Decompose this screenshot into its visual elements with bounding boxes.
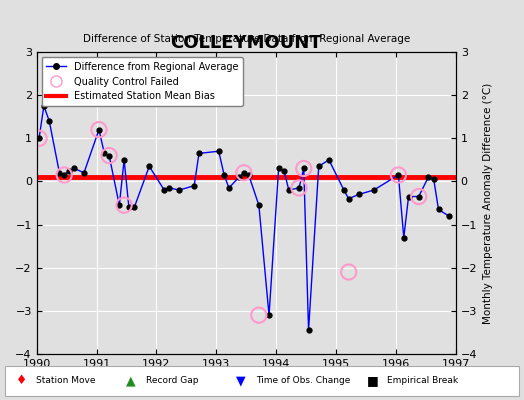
Point <box>95 126 103 133</box>
Text: Record Gap: Record Gap <box>146 376 198 385</box>
Text: Station Move: Station Move <box>36 376 95 385</box>
Text: Difference of Station Temperature Data from Regional Average: Difference of Station Temperature Data f… <box>83 34 410 44</box>
Text: Empirical Break: Empirical Break <box>387 376 458 385</box>
Point <box>344 269 353 275</box>
Y-axis label: Monthly Temperature Anomaly Difference (°C): Monthly Temperature Anomaly Difference (… <box>483 82 493 324</box>
Point <box>35 135 43 142</box>
Text: ♦: ♦ <box>16 374 27 387</box>
Point <box>120 202 128 208</box>
Point <box>239 170 248 176</box>
Point <box>300 165 308 172</box>
Text: Berkeley Earth: Berkeley Earth <box>442 383 508 392</box>
Text: Time of Obs. Change: Time of Obs. Change <box>256 376 350 385</box>
Legend: Difference from Regional Average, Quality Control Failed, Estimated Station Mean: Difference from Regional Average, Qualit… <box>41 57 243 106</box>
Text: ■: ■ <box>367 374 378 387</box>
Point <box>394 172 402 178</box>
Point <box>295 185 303 191</box>
Point <box>105 152 113 159</box>
Point <box>414 193 423 200</box>
Point <box>255 312 263 318</box>
Point <box>60 172 69 178</box>
Text: ▲: ▲ <box>126 374 135 387</box>
Text: ▼: ▼ <box>236 374 245 387</box>
Title: COLLEYMOUNT: COLLEYMOUNT <box>170 34 322 52</box>
